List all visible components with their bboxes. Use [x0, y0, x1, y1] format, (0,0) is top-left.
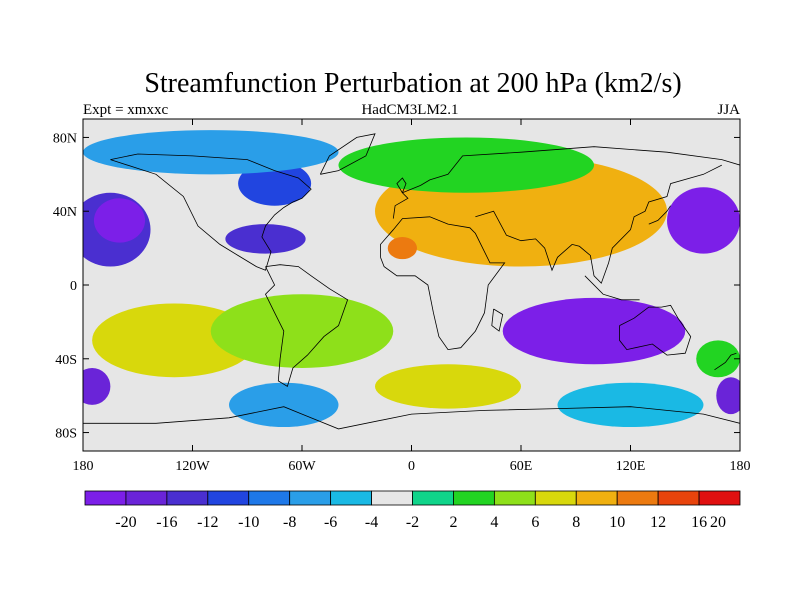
lon-tick-label: 0: [408, 459, 415, 474]
colorbar-swatch: [248, 490, 291, 506]
coastline-0: [110, 153, 312, 271]
colorbar-label: 2: [449, 514, 457, 531]
colorbar-swatch: [207, 490, 250, 506]
colorbar-swatch: [616, 490, 659, 506]
coastline-2: [380, 216, 506, 351]
colorbar-swatch: [330, 490, 372, 506]
coastline-3: [392, 146, 740, 219]
coastline-11: [396, 177, 407, 194]
expt-label: Expt = xmxxc: [83, 102, 168, 118]
longitude-axis: 180 120W 60W 0 60E 120E 180: [73, 119, 751, 474]
contour-blob-3: [225, 224, 306, 254]
lon-tick-label: 180: [730, 459, 751, 474]
title: Streamfunction Perturbation at 200 hPa (…: [144, 68, 681, 99]
contour-fill-layer: [83, 130, 740, 428]
colorbar: -20 -16 -12 -10 -8 -6 -4 -2 2 4 6 8 10 12 16 20: [84, 490, 741, 531]
lon-tick-label: 60W: [288, 459, 316, 474]
contour-blob-10: [667, 187, 740, 254]
lat-tick-label: 40N: [53, 205, 77, 220]
contour-blob-8: [387, 237, 417, 260]
contour-blob-19: [83, 368, 111, 405]
colorbar-label: -8: [283, 514, 296, 531]
lat-tick-label: 80N: [53, 131, 77, 146]
contour-blob-1: [93, 198, 146, 243]
colorbar-swatch: [371, 490, 413, 506]
lat-tick-label: 0: [70, 279, 77, 294]
season-label: JJA: [717, 102, 740, 118]
colorbar-swatch: [125, 490, 168, 506]
colorbar-swatch: [493, 490, 536, 506]
colorbar-label: -16: [156, 514, 177, 531]
coastline-12: [319, 133, 376, 175]
colorbar-swatch: [84, 490, 127, 506]
model-label: HadCM3LM2.1: [361, 102, 458, 118]
contour-blob-15: [375, 364, 521, 409]
colorbar-label: -2: [406, 514, 419, 531]
colorbar-swatch: [166, 490, 209, 506]
colorbar-label: 10: [609, 514, 625, 531]
coastline-layer: [83, 133, 740, 430]
coastline-8: [714, 352, 737, 371]
coastline-9: [83, 406, 740, 430]
colorbar-label: -10: [238, 514, 259, 531]
contour-blob-14: [210, 294, 394, 368]
lon-tick-label: 120W: [175, 459, 210, 474]
coastline-10: [491, 308, 504, 332]
coastline-5: [619, 304, 692, 356]
contour-blob-16: [229, 382, 339, 428]
contour-blob-18: [696, 340, 740, 378]
colorbar-label: 4: [490, 514, 498, 531]
colorbar-swatch: [534, 490, 577, 506]
colorbar-label: 16: [691, 514, 707, 531]
coastline-1: [265, 264, 349, 388]
colorbar-swatch: [412, 490, 454, 506]
colorbar-swatch: [657, 490, 700, 506]
latitude-axis: 80N 40N 0 40S 80S: [53, 131, 740, 442]
lon-tick-label: 60E: [510, 459, 533, 474]
colorbar-label: 8: [572, 514, 580, 531]
lon-tick-label: 120E: [616, 459, 646, 474]
lat-tick-label: 40S: [55, 353, 77, 368]
colorbar-label: -20: [115, 514, 136, 531]
contour-blob-7: [338, 137, 594, 193]
colorbar-swatch: [698, 490, 741, 506]
colorbar-label: -6: [324, 514, 337, 531]
contour-blob-20: [716, 377, 740, 415]
colorbar-label: 12: [650, 514, 666, 531]
coastline-7: [648, 205, 671, 225]
colorbar-swatch: [453, 490, 495, 506]
lon-tick-label: 180: [73, 459, 94, 474]
colorbar-label: 20: [710, 514, 726, 531]
colorbar-label: -12: [197, 514, 218, 531]
contour-blob-9: [502, 297, 686, 365]
contour-blob-4: [83, 130, 339, 175]
colorbar-swatch: [289, 490, 332, 506]
colorbar-label: -4: [365, 514, 378, 531]
map-area: [82, 118, 741, 452]
colorbar-swatch: [575, 490, 618, 506]
colorbar-label: 6: [531, 514, 539, 531]
lat-tick-label: 80S: [55, 427, 77, 442]
coastline-4: [475, 164, 722, 284]
coastline-6: [584, 275, 640, 301]
contour-blob-17: [557, 382, 704, 428]
